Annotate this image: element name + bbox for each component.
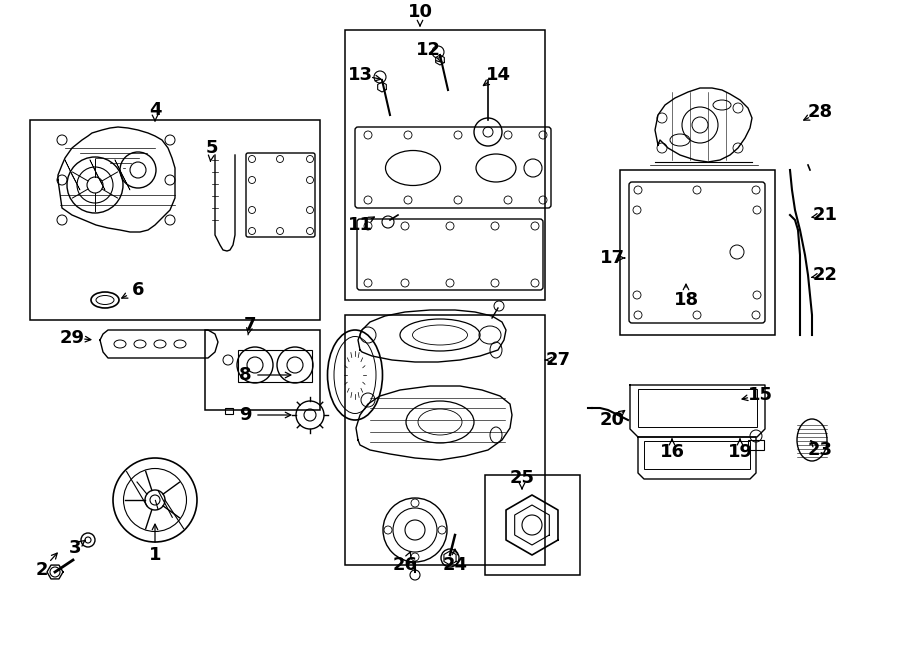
Bar	[620, 170, 775, 335]
Text: 22: 22	[813, 266, 838, 284]
Text: 23: 23	[807, 441, 833, 459]
Bar	[345, 30, 545, 300]
Text: 4: 4	[148, 101, 161, 119]
Text: 24: 24	[443, 556, 467, 574]
Text: 18: 18	[673, 291, 698, 309]
Text: 2: 2	[36, 561, 49, 579]
Bar	[205, 330, 320, 410]
Text: 19: 19	[727, 443, 752, 461]
Text: 26: 26	[392, 556, 418, 574]
Text: 13: 13	[347, 66, 373, 84]
Text: 28: 28	[807, 103, 833, 121]
Text: 3: 3	[68, 539, 81, 557]
Bar	[225, 408, 233, 414]
Text: 7: 7	[244, 316, 256, 334]
Bar	[644, 441, 750, 469]
Text: 14: 14	[485, 66, 510, 84]
Text: 5: 5	[206, 139, 218, 157]
Text: 10: 10	[408, 3, 433, 21]
Bar	[485, 475, 580, 575]
Text: 6: 6	[131, 281, 144, 299]
Bar	[748, 440, 764, 450]
Text: 17: 17	[599, 249, 625, 267]
Text: 12: 12	[416, 41, 440, 59]
Text: 25: 25	[509, 469, 535, 487]
Text: 8: 8	[238, 366, 251, 384]
Text: 29: 29	[59, 329, 85, 347]
Text: 20: 20	[599, 411, 625, 429]
Text: 9: 9	[238, 406, 251, 424]
Bar	[638, 389, 757, 427]
Text: 1: 1	[148, 546, 161, 564]
Text: 27: 27	[545, 351, 571, 369]
Text: 21: 21	[813, 206, 838, 224]
Text: 16: 16	[660, 443, 685, 461]
Bar	[238, 350, 312, 382]
Bar	[345, 315, 545, 565]
Bar	[30, 120, 320, 320]
Text: 11: 11	[347, 216, 373, 234]
Text: 15: 15	[748, 386, 772, 404]
